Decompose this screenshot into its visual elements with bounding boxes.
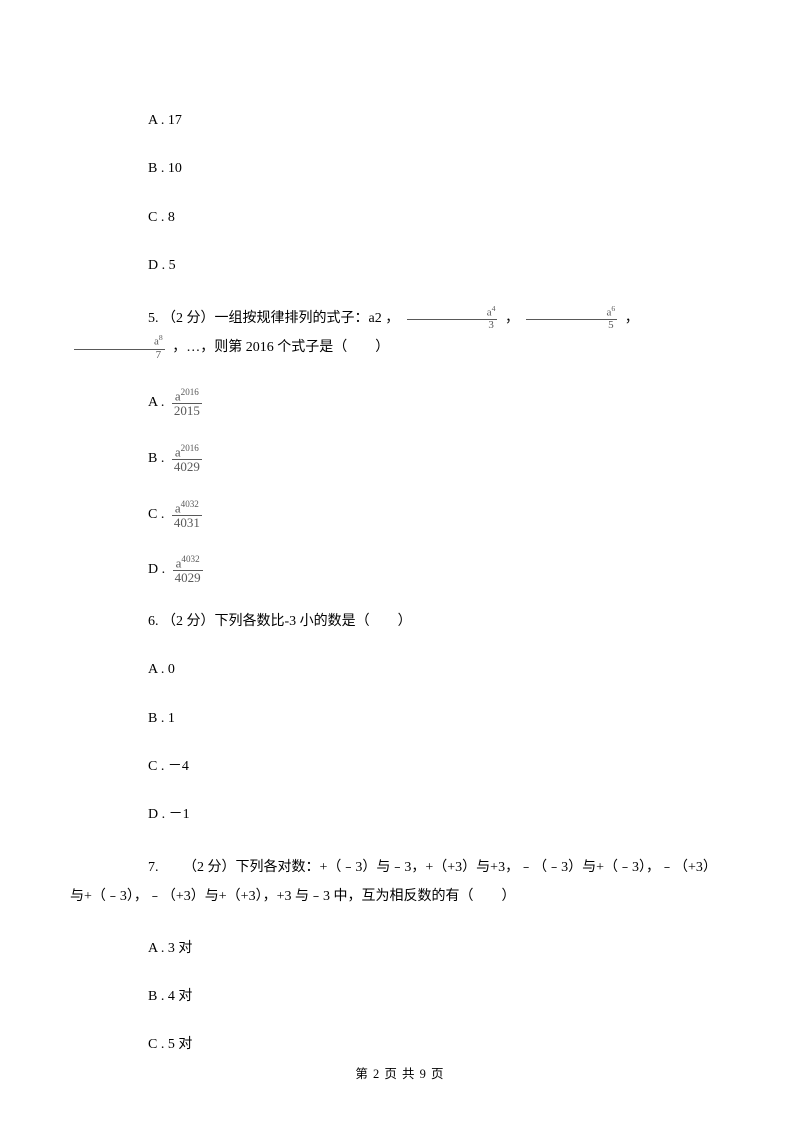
q5-optC-label: C . bbox=[148, 507, 164, 522]
q4-option-a: A . 17 bbox=[148, 110, 730, 132]
q6-option-c: C . －4 bbox=[148, 756, 730, 778]
q5-prefix: 5. （2 分）一组按规律排列的式子：a2 ， bbox=[148, 311, 399, 326]
q5-frac1: a4 3 bbox=[407, 305, 498, 332]
q5-optC-frac: a4032 4031 bbox=[172, 500, 202, 530]
q5-optB-label: B . bbox=[148, 451, 164, 466]
q4-option-c: C . 8 bbox=[148, 207, 730, 229]
q5-option-d: D . a4032 4029 bbox=[148, 555, 730, 585]
q5-optA-label: A . bbox=[148, 395, 164, 410]
q5-mid1: ， bbox=[505, 311, 519, 326]
q5-mid2: ， bbox=[625, 311, 639, 326]
q5-option-c: C . a4032 4031 bbox=[148, 500, 730, 530]
q6-text: 6. （2 分）下列各数比-3 小的数是（ ） bbox=[148, 611, 730, 633]
q7-option-a: A . 3 对 bbox=[148, 938, 730, 960]
q7-option-c: C . 5 对 bbox=[148, 1034, 730, 1056]
q6-option-d: D . －1 bbox=[148, 804, 730, 826]
q5-frac3: a8 7 bbox=[74, 334, 165, 361]
page-content: A . 17 B . 10 C . 8 D . 5 5. （2 分）一组按规律排… bbox=[0, 0, 800, 1143]
q5-frac2: a6 5 bbox=[526, 305, 617, 332]
q5-optA-frac: a2016 2015 bbox=[172, 388, 202, 418]
q6-option-b: B . 1 bbox=[148, 708, 730, 730]
q4-option-d: D . 5 bbox=[148, 255, 730, 277]
q6-option-a: A . 0 bbox=[148, 659, 730, 681]
q7-option-b: B . 4 对 bbox=[148, 986, 730, 1008]
q7-text: 7. （2 分）下列各对数：+（﹣3）与﹣3，+（+3）与+3，﹣（﹣3）与+（… bbox=[70, 853, 730, 912]
q5-text: 5. （2 分）一组按规律排列的式子：a2 ， a4 3 ， a6 5 ， a8… bbox=[70, 304, 730, 363]
q4-option-b: B . 10 bbox=[148, 158, 730, 180]
q5-option-a: A . a2016 2015 bbox=[148, 388, 730, 418]
q5-suffix: ，…，则第 2016 个式子是（ ） bbox=[172, 340, 389, 355]
q5-option-b: B . a2016 4029 bbox=[148, 444, 730, 474]
q5-optB-frac: a2016 4029 bbox=[172, 444, 202, 474]
q5-optD-frac: a4032 4029 bbox=[173, 555, 203, 585]
q5-optD-label: D . bbox=[148, 562, 165, 577]
page-footer: 第 2 页 共 9 页 bbox=[0, 1063, 800, 1082]
